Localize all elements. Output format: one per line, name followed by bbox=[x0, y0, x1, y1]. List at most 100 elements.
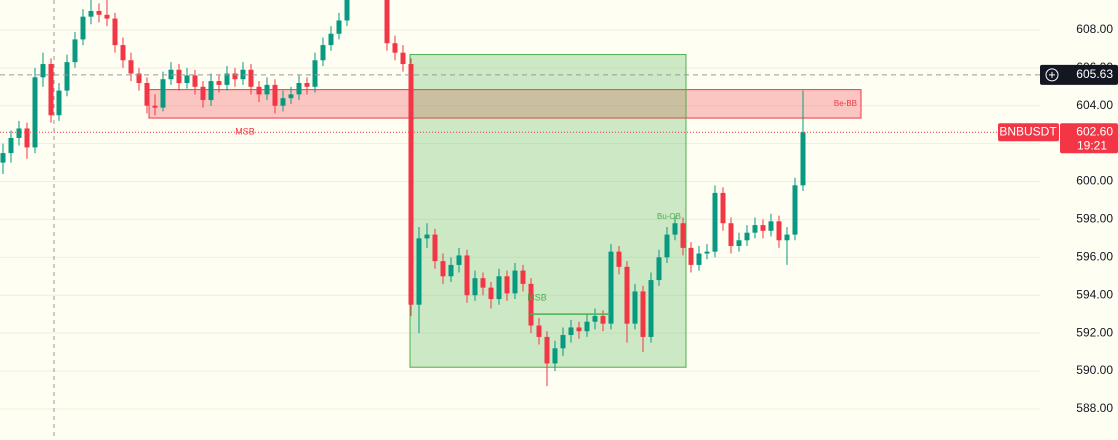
candle-body bbox=[768, 221, 774, 231]
candle-body bbox=[120, 45, 126, 61]
candle-body bbox=[312, 60, 318, 87]
zone-label: Bu-OB bbox=[657, 212, 681, 221]
candle-body bbox=[752, 225, 758, 233]
zone bbox=[409, 54, 687, 368]
candle-body bbox=[160, 79, 166, 108]
y-tick-label: 608.00 bbox=[1076, 22, 1113, 36]
candle-body bbox=[776, 221, 782, 241]
candle-body bbox=[400, 52, 406, 65]
candle-body bbox=[80, 16, 86, 40]
candle-body bbox=[328, 33, 334, 46]
candle-body bbox=[472, 278, 478, 296]
candle-body bbox=[88, 10, 94, 17]
candle-body bbox=[696, 253, 702, 265]
candle-body bbox=[224, 73, 230, 85]
candle-body bbox=[688, 247, 694, 265]
candle-body bbox=[208, 81, 214, 101]
candle-body bbox=[560, 335, 566, 349]
candle-body bbox=[544, 336, 550, 364]
candle-body bbox=[632, 291, 638, 324]
plus-icon bbox=[1045, 68, 1059, 82]
candle-body bbox=[704, 251, 710, 254]
candle-body bbox=[384, 0, 390, 44]
grid-layer bbox=[0, 0, 1040, 440]
last-price: 602.60 bbox=[1076, 124, 1113, 138]
candle-body bbox=[608, 251, 614, 324]
y-tick-label: 590.00 bbox=[1076, 363, 1113, 377]
candle-body bbox=[72, 39, 78, 63]
candle-body bbox=[408, 64, 414, 305]
candle-body bbox=[784, 234, 790, 241]
candle-body bbox=[792, 185, 798, 235]
candle-body bbox=[8, 137, 14, 154]
candle-body bbox=[272, 84, 278, 106]
candle-body bbox=[288, 94, 294, 99]
candle-body bbox=[216, 81, 222, 85]
candle-body bbox=[584, 321, 590, 332]
candle-body bbox=[464, 255, 470, 296]
candle-body bbox=[656, 257, 662, 281]
candle-body bbox=[520, 270, 526, 284]
candle-body bbox=[624, 266, 630, 324]
candle-body bbox=[600, 316, 606, 324]
candle-body bbox=[248, 69, 254, 87]
candle-body bbox=[616, 251, 622, 267]
candle-body bbox=[56, 90, 62, 116]
candle-body bbox=[536, 325, 542, 337]
y-tick-label: 604.00 bbox=[1076, 98, 1113, 112]
candle-body bbox=[256, 86, 262, 95]
candle-body bbox=[448, 264, 454, 277]
candle-body bbox=[728, 223, 734, 246]
msb-label: MSB bbox=[235, 127, 255, 137]
candle-body bbox=[48, 64, 54, 116]
candle-body bbox=[336, 20, 342, 34]
candle-body bbox=[344, 0, 350, 21]
candle-body bbox=[0, 153, 6, 163]
candle-body bbox=[456, 255, 462, 265]
candle-body bbox=[416, 238, 422, 305]
y-tick-label: 600.00 bbox=[1076, 174, 1113, 188]
candle-body bbox=[552, 348, 558, 364]
candle-body bbox=[152, 105, 158, 108]
candle-body bbox=[296, 82, 302, 95]
candle-body bbox=[176, 69, 182, 83]
candle-body bbox=[744, 232, 750, 241]
candle-body bbox=[232, 73, 238, 80]
countdown: 19:21 bbox=[1077, 138, 1107, 152]
last-price-badge bbox=[1060, 123, 1118, 154]
plot-area: Be-BB Bu-OB MSB MSB bbox=[0, 0, 1040, 387]
crosshair-price: 605.63 bbox=[1076, 67, 1113, 81]
candle-body bbox=[736, 240, 742, 246]
symbol-badge bbox=[998, 123, 1059, 142]
candle-body bbox=[32, 77, 38, 148]
y-tick-label: 598.00 bbox=[1076, 212, 1113, 226]
candle-body bbox=[480, 278, 486, 288]
candle-body bbox=[136, 73, 142, 83]
candle-body bbox=[680, 223, 686, 248]
candle-body bbox=[128, 60, 134, 74]
candle-body bbox=[488, 287, 494, 300]
msb-label: MSB bbox=[527, 293, 547, 303]
symbol-label: BNBUSDT bbox=[999, 124, 1057, 138]
candle-body bbox=[424, 234, 430, 239]
candle-body bbox=[304, 82, 310, 87]
candle-body bbox=[712, 192, 718, 252]
candle-body bbox=[440, 261, 446, 277]
zone-label: Be-BB bbox=[834, 99, 857, 108]
candle-body bbox=[512, 270, 518, 294]
candle-body bbox=[664, 234, 670, 258]
candle-body bbox=[760, 225, 766, 231]
candle-body bbox=[576, 327, 582, 332]
y-tick-label: 596.00 bbox=[1076, 250, 1113, 264]
candle-body bbox=[264, 84, 270, 95]
candle-body bbox=[568, 327, 574, 336]
candle-body bbox=[16, 128, 22, 138]
candle-body bbox=[144, 82, 150, 106]
y-tick-label: 588.00 bbox=[1076, 401, 1113, 415]
candle-body bbox=[672, 223, 678, 235]
candle-body bbox=[592, 316, 598, 322]
candle-body bbox=[192, 75, 198, 87]
